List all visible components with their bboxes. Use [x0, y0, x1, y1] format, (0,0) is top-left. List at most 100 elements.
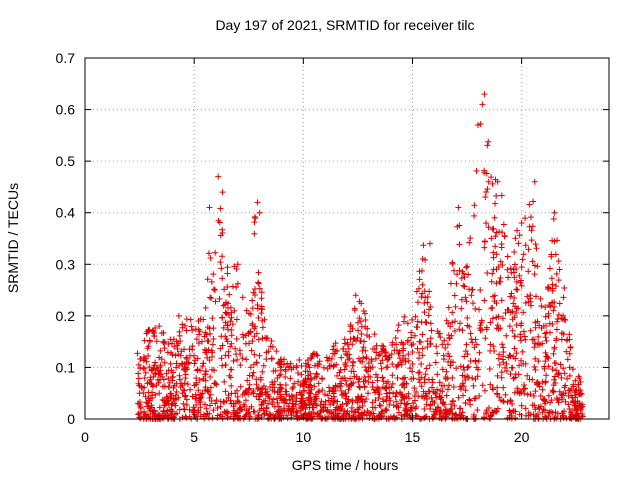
data-point: [386, 389, 393, 396]
data-point: [415, 369, 422, 376]
data-point: [306, 401, 313, 408]
data-point: [249, 373, 256, 380]
data-point: [195, 399, 202, 406]
data-point: [539, 386, 546, 393]
data-point: [471, 395, 478, 402]
data-point: [341, 390, 348, 397]
data-point: [264, 335, 271, 342]
data-point: [522, 242, 529, 249]
data-point: [484, 142, 491, 149]
data-point: [239, 391, 246, 398]
data-point: [219, 314, 226, 321]
data-point: [443, 368, 450, 375]
data-point: [287, 375, 294, 382]
data-point: [498, 369, 505, 376]
data-point: [469, 339, 476, 346]
data-point: [206, 357, 213, 364]
data-point: [513, 278, 520, 285]
data-point: [546, 409, 553, 416]
data-point: [419, 345, 426, 352]
data-point: [314, 363, 321, 370]
data-point: [179, 382, 186, 389]
data-point: [489, 315, 496, 322]
data-point: [550, 307, 557, 314]
data-point: [208, 397, 215, 404]
data-point: [366, 333, 373, 340]
data-point: [252, 323, 259, 330]
data-point: [554, 237, 561, 244]
data-point: [520, 361, 527, 368]
data-point: [239, 294, 246, 301]
data-point: [518, 264, 525, 271]
data-point: [441, 337, 448, 344]
data-point: [500, 221, 507, 228]
data-point: [253, 330, 260, 337]
data-point: [479, 382, 486, 389]
data-point: [528, 227, 535, 234]
data-point: [535, 358, 542, 365]
data-point: [242, 397, 249, 404]
data-point: [532, 324, 539, 331]
data-point: [456, 267, 463, 274]
data-point: [489, 180, 496, 187]
data-point: [553, 415, 560, 422]
data-point: [246, 340, 253, 347]
data-point: [227, 343, 234, 350]
data-point: [500, 398, 507, 405]
data-point: [439, 388, 446, 395]
data-point: [249, 305, 256, 312]
data-point: [414, 345, 421, 352]
data-point: [223, 310, 230, 317]
data-point: [300, 388, 307, 395]
data-point: [369, 399, 376, 406]
data-point: [413, 288, 420, 295]
data-point: [376, 412, 383, 419]
data-point: [135, 370, 142, 377]
data-point: [534, 263, 541, 270]
data-point: [503, 360, 510, 367]
data-point: [543, 329, 550, 336]
data-point: [494, 384, 501, 391]
data-point: [350, 368, 357, 375]
data-point: [183, 316, 190, 323]
data-point: [475, 358, 482, 365]
data-point: [547, 303, 554, 310]
data-point: [224, 338, 231, 345]
data-point: [506, 352, 513, 359]
data-point: [242, 412, 249, 419]
data-point: [457, 320, 464, 327]
data-points: [134, 91, 586, 422]
data-point: [225, 394, 232, 401]
data-point: [163, 370, 170, 377]
data-point: [224, 322, 231, 329]
data-point: [258, 289, 265, 296]
data-point: [451, 415, 458, 422]
data-point: [256, 352, 263, 359]
data-point: [289, 400, 296, 407]
data-point: [519, 256, 526, 263]
data-point: [390, 413, 397, 420]
data-point: [219, 189, 226, 196]
data-point: [205, 250, 212, 257]
data-point: [257, 374, 264, 381]
data-point: [429, 379, 436, 386]
data-point: [355, 406, 362, 413]
data-point: [536, 322, 543, 329]
data-point: [423, 365, 430, 372]
data-point: [497, 258, 504, 265]
data-point: [268, 338, 275, 345]
data-point: [349, 341, 356, 348]
data-point: [395, 409, 402, 416]
data-point: [377, 402, 384, 409]
data-point: [227, 374, 234, 381]
data-point: [511, 314, 518, 321]
data-point: [136, 414, 143, 421]
data-point: [462, 376, 469, 383]
data-point: [178, 348, 185, 355]
data-point: [347, 375, 354, 382]
data-point: [330, 343, 337, 350]
data-point: [367, 373, 374, 380]
data-point: [412, 313, 419, 320]
data-point: [265, 415, 272, 422]
data-point: [247, 311, 254, 318]
